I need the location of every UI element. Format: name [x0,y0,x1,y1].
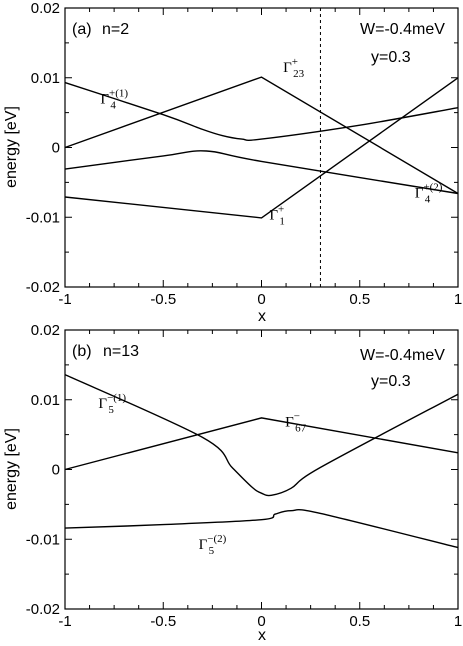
ticks-a [64,7,459,288]
y-tick-label-b: -0.01 [26,531,60,548]
level-label-a: Γ+ 23 [283,56,305,80]
ticks-b [64,329,459,610]
x-tick-label-b: -1 [58,613,71,630]
x-tick-label-a: 0 [257,291,265,308]
x-tick-label-a: -1 [58,291,71,308]
y-tick-label-b: 0.01 [31,392,60,409]
level-label-b: Γ− 67 [285,410,307,434]
y-tick-label-a: -0.02 [26,279,60,296]
y-tick-label-a: 0.01 [31,70,60,87]
tick-labels-b: -1 -0.5 0 0.5 1 -0.02 -0.01 0 0.01 0.02 [26,322,462,630]
panel-label-b: (b) [72,343,92,360]
level-label-a: Γ+(1) 4 [100,88,128,112]
n-label-b: n=13 [103,343,139,360]
curves-a [64,76,459,219]
level-label-b: Γ−(2) 5 [199,533,227,557]
x-tick-label-b: 0.5 [349,613,370,630]
x-tick-label-a: 1 [454,291,462,308]
panel-a: -1 -0.5 0 0.5 1 -0.02 -0.01 0 0.01 0.02 Γ+(1) 4 Γ+ 2… [3,0,462,325]
param-w-a: W=-0.4meV [360,21,445,38]
panel-b: -1 -0.5 0 0.5 1 -0.02 -0.01 0 0.01 0.02 Γ−(1) 5 Γ− 6… [3,322,462,644]
y-tick-label-a: -0.01 [26,209,60,226]
x-tick-label-b: 0 [257,613,265,630]
energy-curve-a-3 [64,77,459,219]
y-tick-label-b: 0 [52,462,60,479]
energy-curve-b-1 [64,417,459,471]
energy-curve-a-4 [64,81,459,142]
tick-labels-a: -1 -0.5 0 0.5 1 -0.02 -0.01 0 0.01 0.02 [26,0,462,308]
energy-curve-b-3 [64,508,459,549]
x-axis-title-a: x [258,308,266,325]
level-label-a: Γ+(2) 4 [415,182,443,206]
x-tick-label-a: 0.5 [349,291,370,308]
panel-label-a: (a) [72,21,92,38]
plot-frame-b [64,329,459,610]
x-tick-label-b: 1 [454,613,462,630]
level-label-a: Γ+ 1 [269,203,285,227]
x-tick-label-a: -0.5 [150,291,176,308]
energy-curve-a-1 [64,76,459,195]
y-axis-title-a: energy [eV] [3,106,20,188]
curves-b [64,373,459,549]
energy-curve-b-2 [64,373,459,497]
param-y-b: y=0.3 [371,373,411,390]
n-label-a: n=2 [102,21,129,38]
param-y-a: y=0.3 [371,49,411,66]
level-labels-a: Γ+(1) 4 Γ+ 23 Γ+(2) 4 Γ+ 1 [100,56,442,227]
x-tick-label-b: -0.5 [150,613,176,630]
x-axis-title-b: x [258,627,266,644]
param-w-b: W=-0.4meV [360,347,445,364]
y-tick-label-a: 0.02 [31,0,60,17]
y-tick-label-b: -0.02 [26,601,60,618]
level-label-b: Γ−(1) 5 [98,392,126,416]
y-axis-title-b: energy [eV] [3,428,20,510]
level-labels-b: Γ−(1) 5 Γ− 67 Γ−(2) 5 [98,392,306,557]
y-tick-label-b: 0.02 [31,322,60,339]
y-tick-label-a: 0 [52,140,60,157]
energy-curve-a-2 [64,150,459,195]
